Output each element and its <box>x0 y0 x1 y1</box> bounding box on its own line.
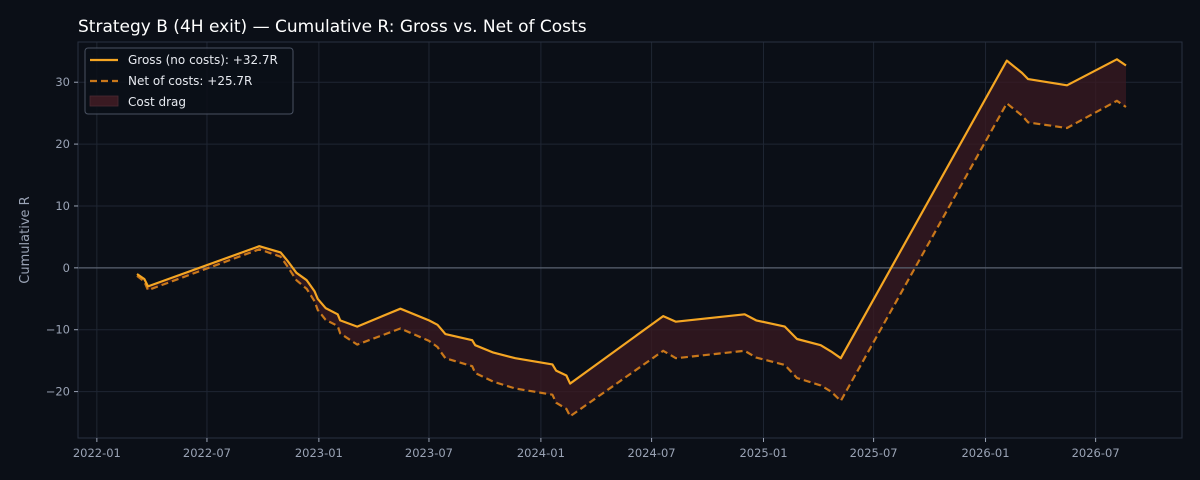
y-tick-label: 20 <box>55 137 70 151</box>
x-tick-label: 2025-07 <box>850 446 898 460</box>
cost-drag-area-layer <box>137 59 1126 417</box>
y-axis-label: Cumulative R <box>18 196 33 283</box>
legend: Gross (no costs): +32.7R Net of costs: +2… <box>84 47 294 115</box>
y-tick-label: −10 <box>46 323 70 337</box>
legend-cost-drag-label: Cost drag <box>128 95 186 109</box>
x-tick-label: 2026-01 <box>961 446 1009 460</box>
legend-gross-label: Gross (no costs): +32.7R <box>128 53 278 67</box>
x-tick-label: 2022-07 <box>183 446 231 460</box>
chart-title: Strategy B (4H exit) — Cumulative R: Gro… <box>78 17 587 37</box>
x-axis-ticks: 2022-01 2022-07 2023-01 2023-07 2024-01 2024-… <box>73 438 1120 460</box>
gross-series-line <box>136 58 1127 385</box>
y-tick-label: 30 <box>55 75 70 89</box>
x-tick-label: 2022-01 <box>73 446 121 460</box>
legend-cost-drag-swatch <box>89 95 119 107</box>
x-tick-label: 2024-01 <box>517 446 565 460</box>
series-lines <box>136 58 1127 418</box>
plot-frame <box>77 41 1183 439</box>
y-tick-label: 10 <box>55 199 70 213</box>
y-axis-ticks: −20 −10 0 10 20 30 <box>46 75 78 399</box>
x-tick-label: 2024-07 <box>628 446 676 460</box>
legend-box <box>84 47 294 115</box>
y-tick-label: 0 <box>63 261 70 275</box>
legend-net-label: Net of costs: +25.7R <box>128 74 252 88</box>
x-tick-label: 2026-07 <box>1072 446 1120 460</box>
cost-drag-area <box>137 59 1126 417</box>
x-tick-label: 2025-01 <box>739 446 787 460</box>
net-series-line <box>136 99 1127 418</box>
x-tick-label: 2023-07 <box>405 446 453 460</box>
y-tick-label: −20 <box>46 385 70 399</box>
x-tick-label: 2023-01 <box>295 446 343 460</box>
